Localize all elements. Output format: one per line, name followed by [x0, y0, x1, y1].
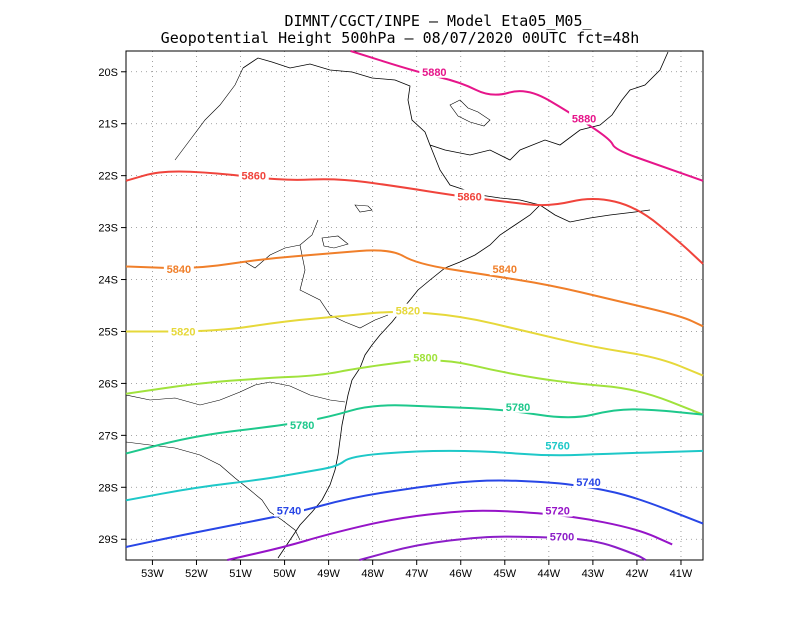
plot-frame — [125, 50, 704, 561]
contour-5860 — [125, 170, 704, 265]
contour-label-bg — [489, 262, 520, 276]
y-tick-label: 29S — [98, 534, 118, 546]
contour-5820 — [126, 311, 704, 377]
contour-label-bg — [168, 324, 199, 338]
y-tick-label: 23S — [98, 223, 118, 235]
contour-5740 — [125, 479, 704, 548]
contour-5760 — [125, 449, 704, 502]
contour-label-5760: 5760 — [545, 441, 569, 453]
chart-title-line2: Geopotential Height 500hPa – 08/07/2020 … — [161, 29, 640, 47]
contour-label-5780: 5780 — [506, 402, 530, 414]
y-axis: 20S 21S 22S 23S 24S 25S 26S 27S 28S 29S — [98, 67, 126, 546]
y-tick-label: 21S — [98, 119, 118, 131]
contour-5780 — [125, 404, 704, 455]
x-tick-label: 53W — [141, 568, 164, 580]
x-tick-label: 44W — [538, 568, 561, 580]
contour-label-5840: 5840 — [167, 264, 191, 276]
x-tick-label: 49W — [317, 568, 340, 580]
contour-label-bg — [163, 262, 194, 276]
contour-label-bg — [273, 503, 304, 517]
x-tick-label: 48W — [361, 568, 384, 580]
contour-label-bg — [573, 475, 604, 489]
y-tick-label: 28S — [98, 482, 118, 494]
x-tick-label: 47W — [405, 568, 428, 580]
contour-5720 — [227, 509, 673, 561]
y-tick-label: 22S — [98, 171, 118, 183]
y-tick-label: 20S — [98, 67, 118, 79]
contour-label-5880: 5880 — [572, 114, 596, 126]
y-tick-label: 26S — [98, 378, 118, 390]
coastline — [242, 51, 669, 559]
x-axis: 53W 52W 51W 50W 49W 48W 47W 46W 45W 44W 43W 42W 41W — [141, 560, 693, 580]
contour-label-5800: 5800 — [413, 352, 437, 364]
contour-label-5820: 5820 — [171, 326, 195, 338]
x-tick-label: 51W — [229, 568, 252, 580]
x-tick-label: 45W — [493, 568, 516, 580]
contour-label-5720: 5720 — [545, 506, 569, 518]
x-tick-label: 42W — [626, 568, 649, 580]
x-tick-label: 41W — [670, 568, 693, 580]
x-tick-label: 46W — [449, 568, 472, 580]
contour-label-5860: 5860 — [457, 191, 481, 203]
x-tick-label: 52W — [185, 568, 208, 580]
contour-label-bg — [238, 168, 269, 182]
contour-labels: 5880 5880 5860 5860 5840 5840 5820 5820 5800 5780… — [163, 64, 604, 544]
contour-label-bg — [542, 438, 573, 452]
border-lines — [125, 67, 389, 541]
contour-5840 — [125, 249, 704, 328]
contour-label-bg — [542, 503, 573, 517]
contour-label-bg — [569, 111, 600, 125]
contour-label-bg — [287, 417, 318, 431]
contour-label-bg — [547, 529, 578, 543]
contour-label-5740: 5740 — [576, 477, 600, 489]
contour-label-bg — [454, 189, 485, 203]
contour-label-5700: 5700 — [550, 532, 574, 544]
lake-shapes — [321, 99, 491, 249]
y-tick-label: 24S — [98, 275, 118, 287]
contour-label-5740: 5740 — [277, 506, 301, 518]
contour-label-5820: 5820 — [396, 306, 420, 318]
contour-label-bg — [392, 303, 423, 317]
x-tick-label: 50W — [273, 568, 296, 580]
chart-title-line1: DIMNT/CGCT/INPE – Model Eta05_M05_ — [284, 12, 592, 30]
coastline-map — [125, 51, 669, 559]
contour-label-5880: 5880 — [422, 67, 446, 79]
contour-5700 — [359, 535, 647, 561]
y-tick-label: 25S — [98, 326, 118, 338]
contour-label-5780: 5780 — [290, 420, 314, 432]
x-tick-label: 43W — [582, 568, 605, 580]
y-tick-label: 27S — [98, 430, 118, 442]
contour-label-bg — [503, 399, 534, 413]
contour-label-bg — [419, 64, 450, 78]
contour-label-5840: 5840 — [493, 264, 517, 276]
contour-5800 — [125, 359, 704, 416]
contour-5880 — [350, 50, 704, 182]
contour-label-bg — [410, 350, 441, 364]
contour-label-5860: 5860 — [241, 171, 265, 183]
gridlines — [126, 51, 703, 560]
